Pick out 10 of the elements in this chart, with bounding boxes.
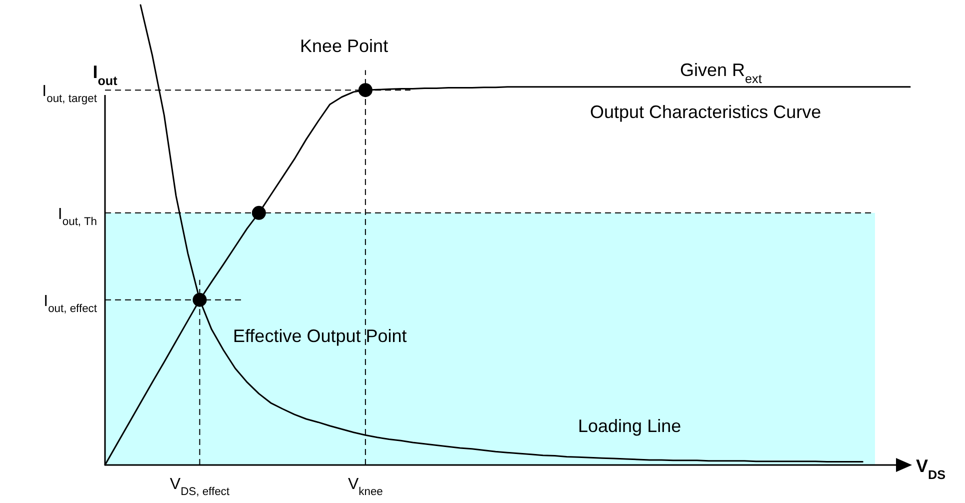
ref-line-label: I$_{out, Th}$	[58, 206, 97, 228]
x-axis-title: V$_{DS}$	[916, 456, 946, 482]
annotation: Output Characteristics Curve	[590, 102, 822, 122]
annotation: Given R$_{ext}$	[680, 60, 762, 86]
x-tick-label: V$_{DS, effect}$	[170, 476, 230, 498]
annotation: Loading Line	[578, 416, 682, 436]
ref-line-label: I$_{out, effect}$	[44, 292, 98, 315]
x-tick-label: V$_{knee}$	[348, 476, 383, 498]
annotation: Effective Output Point	[233, 326, 407, 346]
annotation: Knee Point	[300, 36, 388, 56]
